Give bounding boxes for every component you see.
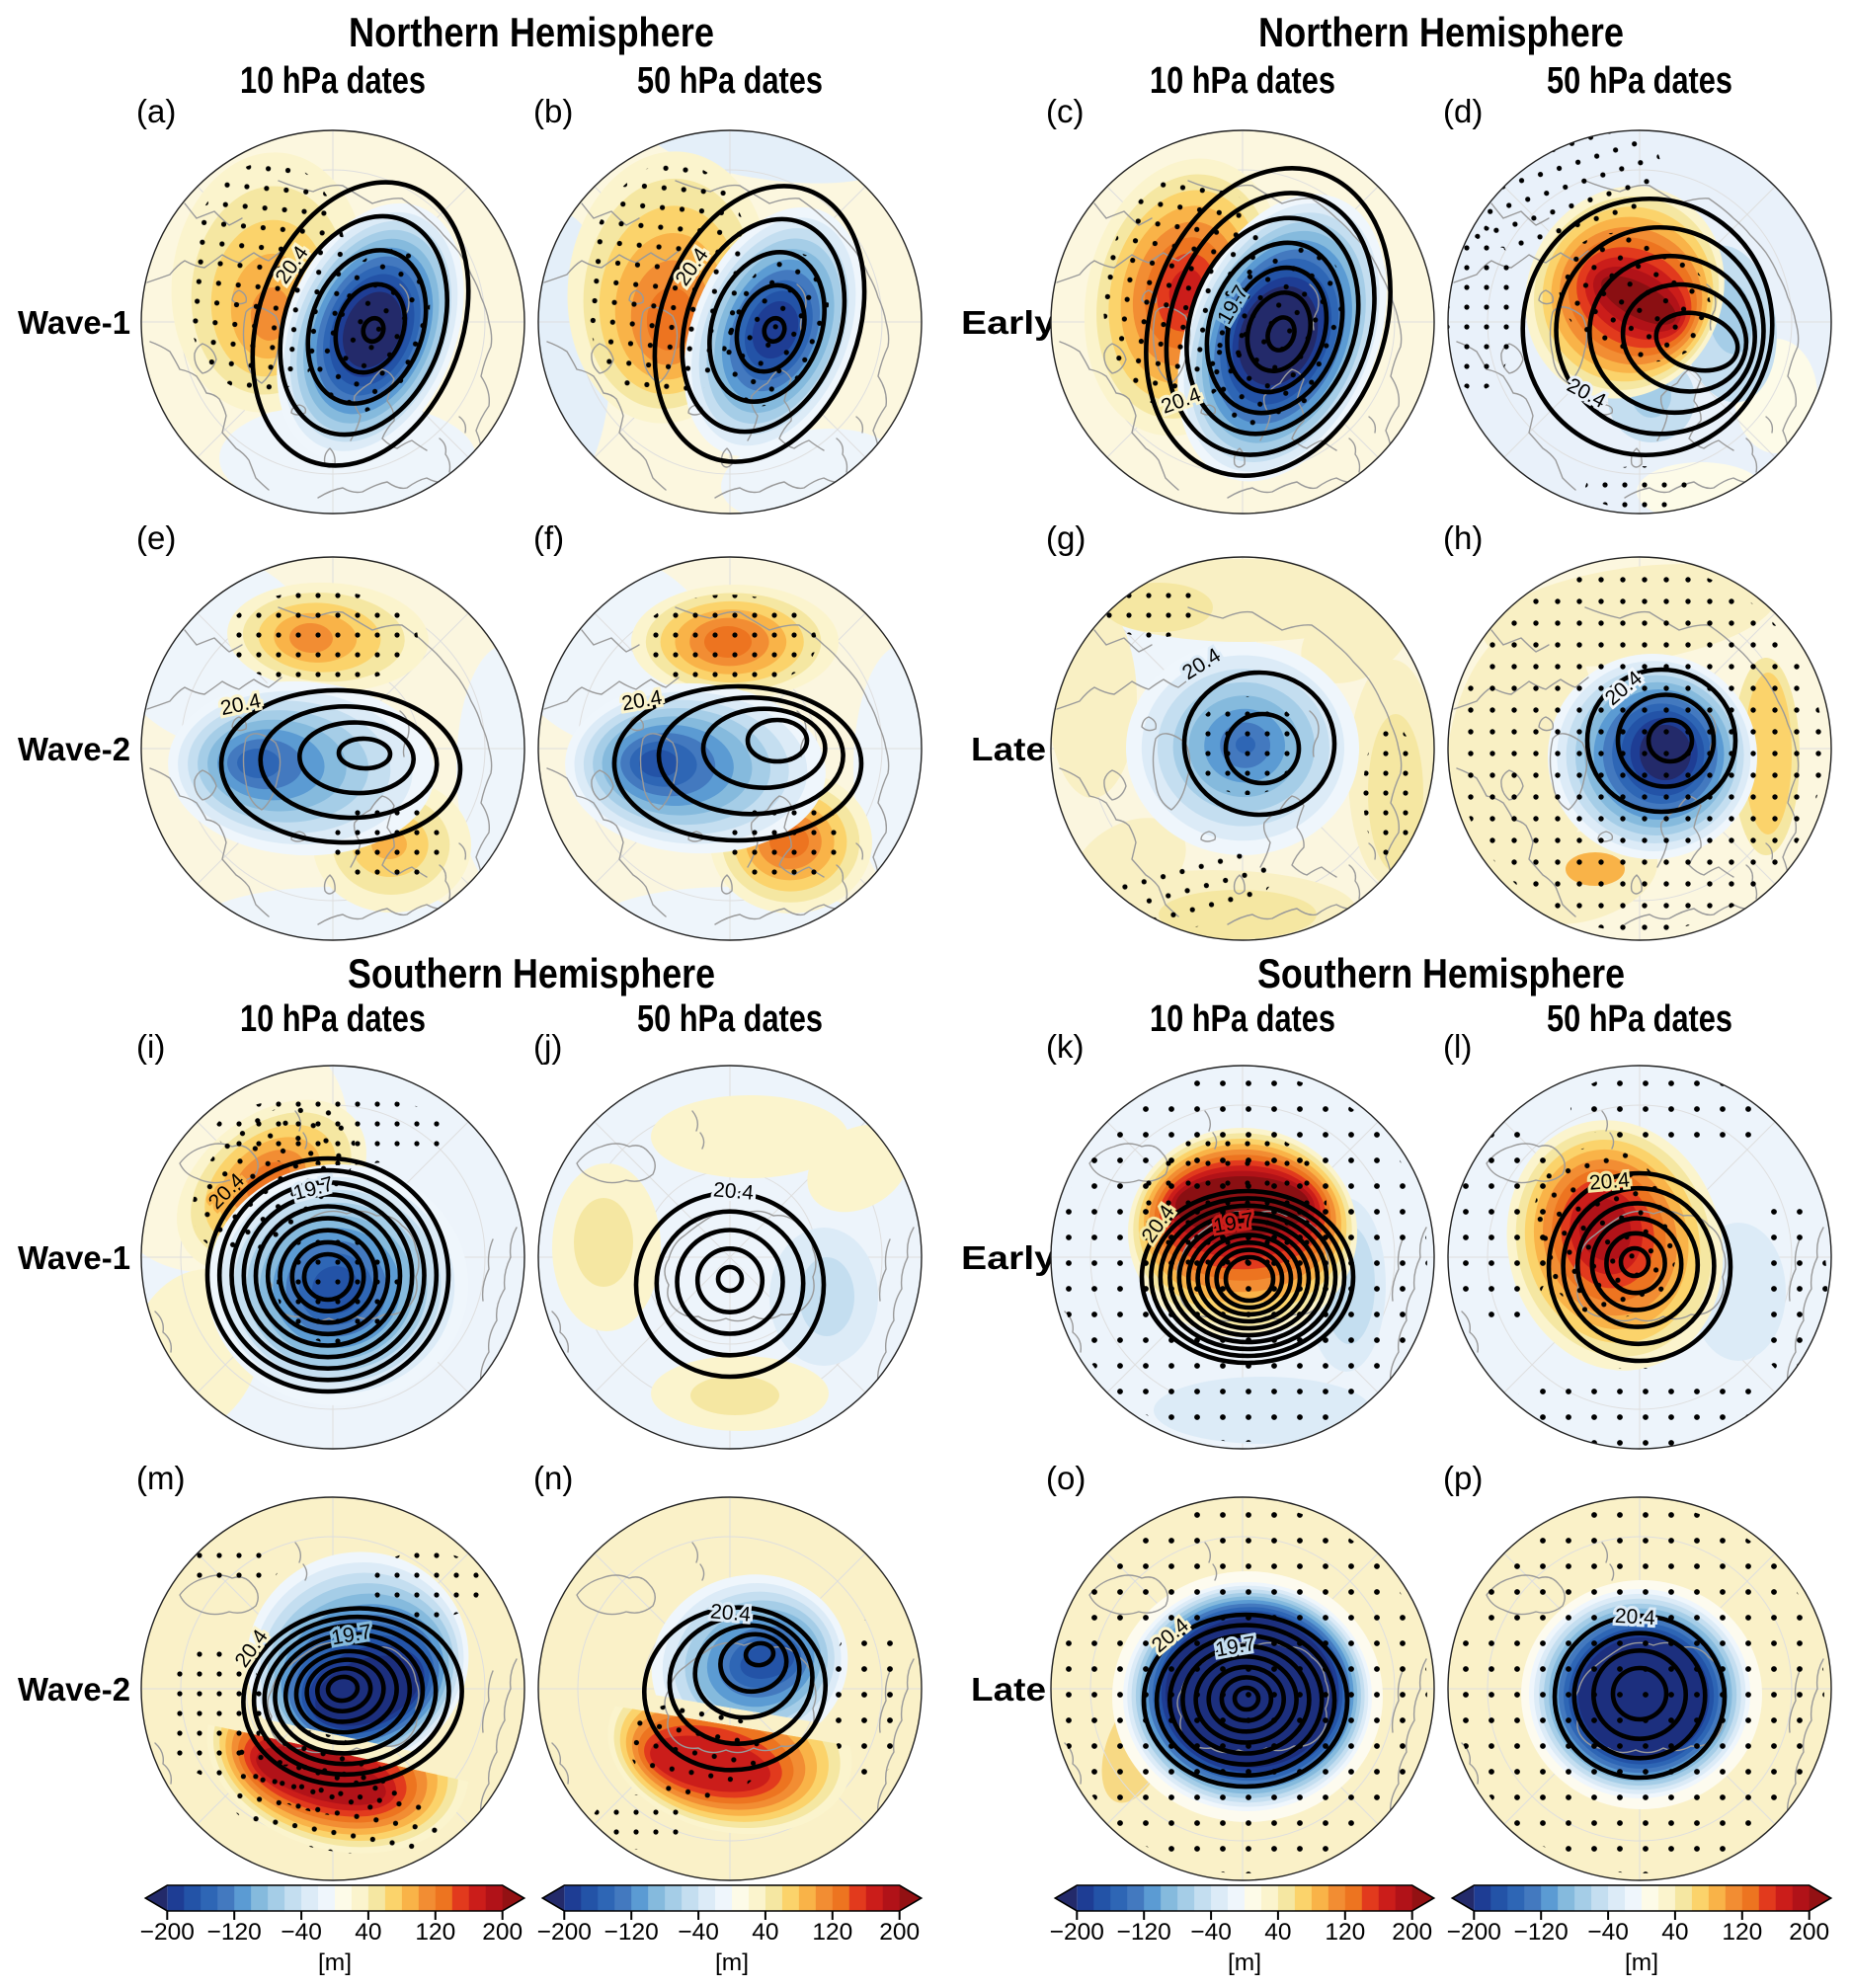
svg-text:Late: Late [971, 1671, 1046, 1708]
svg-text:200: 200 [1789, 1919, 1829, 1946]
svg-text:40: 40 [1264, 1919, 1291, 1946]
svg-text:[m]: [m] [318, 1949, 352, 1976]
svg-text:50 hPa dates: 50 hPa dates [637, 60, 823, 102]
svg-text:−120: −120 [1117, 1919, 1171, 1946]
svg-text:Northern Hemisphere: Northern Hemisphere [349, 9, 714, 55]
svg-text:40: 40 [752, 1919, 778, 1946]
svg-text:Southern Hemisphere: Southern Hemisphere [348, 950, 715, 996]
svg-text:(m): (m) [136, 1460, 185, 1496]
svg-text:Early: Early [961, 1239, 1057, 1276]
svg-text:(p): (p) [1443, 1460, 1483, 1496]
svg-text:[m]: [m] [1625, 1949, 1658, 1976]
svg-text:−200: −200 [1447, 1919, 1501, 1946]
svg-text:−40: −40 [281, 1919, 322, 1946]
svg-text:(o): (o) [1046, 1460, 1086, 1496]
svg-text:−200: −200 [537, 1919, 592, 1946]
svg-text:120: 120 [1325, 1919, 1365, 1946]
svg-text:10 hPa dates: 10 hPa dates [240, 60, 426, 102]
svg-text:Early: Early [961, 304, 1057, 341]
svg-text:Wave-1: Wave-1 [18, 304, 130, 341]
svg-text:[m]: [m] [715, 1949, 749, 1976]
svg-text:−40: −40 [678, 1919, 719, 1946]
svg-text:20.4: 20.4 [1588, 1168, 1631, 1195]
svg-text:50 hPa dates: 50 hPa dates [1547, 998, 1732, 1040]
svg-text:−120: −120 [604, 1919, 659, 1946]
svg-text:−200: −200 [1050, 1919, 1104, 1946]
svg-text:(l): (l) [1443, 1028, 1472, 1065]
svg-text:−120: −120 [207, 1919, 262, 1946]
svg-text:40: 40 [355, 1919, 381, 1946]
svg-text:(k): (k) [1046, 1028, 1084, 1065]
svg-text:Wave-2: Wave-2 [18, 1671, 130, 1708]
svg-text:20.4: 20.4 [712, 1178, 755, 1205]
svg-text:120: 120 [812, 1919, 852, 1946]
svg-text:Southern Hemisphere: Southern Hemisphere [1257, 950, 1625, 996]
svg-text:200: 200 [482, 1919, 523, 1946]
svg-text:10 hPa dates: 10 hPa dates [1150, 60, 1335, 102]
svg-text:(j): (j) [533, 1028, 562, 1065]
svg-text:50 hPa dates: 50 hPa dates [637, 998, 823, 1040]
svg-text:(c): (c) [1046, 93, 1084, 129]
svg-text:(g): (g) [1046, 519, 1086, 556]
svg-text:−40: −40 [1190, 1919, 1232, 1946]
svg-text:200: 200 [1392, 1919, 1432, 1946]
svg-text:−120: −120 [1514, 1919, 1569, 1946]
svg-text:(a): (a) [136, 93, 176, 129]
svg-text:(b): (b) [533, 93, 573, 129]
svg-text:50 hPa dates: 50 hPa dates [1547, 60, 1732, 102]
svg-text:(e): (e) [136, 519, 176, 556]
svg-text:20.4: 20.4 [709, 1600, 752, 1627]
svg-text:(h): (h) [1443, 519, 1483, 556]
svg-text:10 hPa dates: 10 hPa dates [240, 998, 426, 1040]
svg-text:200: 200 [879, 1919, 920, 1946]
svg-text:(f): (f) [533, 519, 564, 556]
svg-text:Wave-1: Wave-1 [18, 1239, 130, 1276]
svg-text:120: 120 [1722, 1919, 1762, 1946]
svg-text:[m]: [m] [1228, 1949, 1261, 1976]
svg-text:40: 40 [1661, 1919, 1688, 1946]
svg-text:(d): (d) [1443, 93, 1483, 129]
svg-text:Northern Hemisphere: Northern Hemisphere [1258, 9, 1624, 55]
svg-text:120: 120 [415, 1919, 455, 1946]
svg-text:(n): (n) [533, 1460, 573, 1496]
svg-text:10 hPa dates: 10 hPa dates [1150, 998, 1335, 1040]
svg-text:Late: Late [971, 731, 1046, 767]
svg-text:(i): (i) [136, 1028, 165, 1065]
svg-text:−200: −200 [140, 1919, 195, 1946]
svg-text:−40: −40 [1587, 1919, 1629, 1946]
svg-text:20.4: 20.4 [1614, 1605, 1655, 1630]
svg-text:Wave-2: Wave-2 [18, 731, 130, 767]
